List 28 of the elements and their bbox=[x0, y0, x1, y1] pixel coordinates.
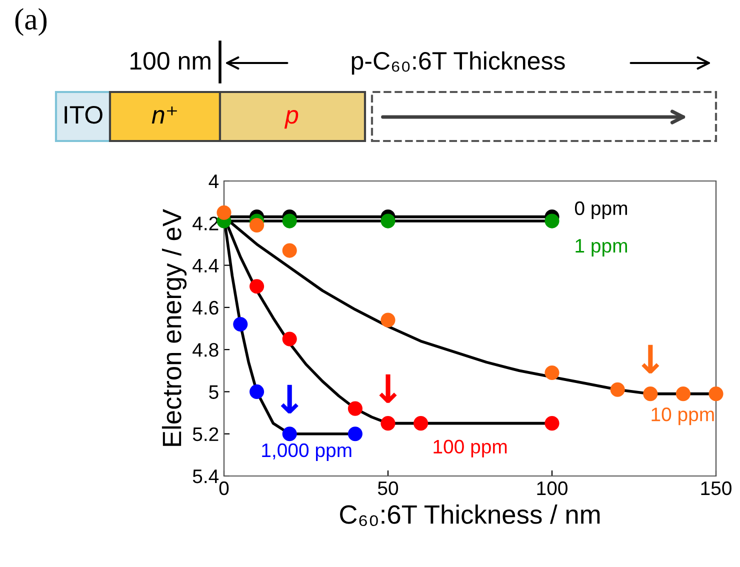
series-label: 10 ppm bbox=[652, 407, 714, 426]
y-tick-label: 5.4 bbox=[192, 470, 219, 484]
x-tick-label: 100 bbox=[537, 481, 568, 496]
series-label: 1,000 ppm bbox=[262, 443, 352, 461]
y-tick-label: 4.6 bbox=[192, 300, 218, 315]
text: ITO bbox=[64, 106, 102, 124]
x-tick-label: 150 bbox=[701, 481, 732, 496]
annotation: ↓ bbox=[642, 344, 660, 374]
y-tick-label: 5 bbox=[209, 385, 218, 399]
text: n⁺ bbox=[152, 106, 177, 124]
y-tick-label: 4 bbox=[208, 174, 219, 188]
annotation: ↓ bbox=[280, 384, 298, 414]
x-axis-title: C₆₀:6T Thickness / nm bbox=[340, 504, 600, 526]
x-tick-label: 50 bbox=[378, 481, 398, 496]
y-tick-label: 4.8 bbox=[192, 343, 218, 357]
y-tick-label: 4.4 bbox=[192, 258, 219, 272]
y-tick-label: 5.2 bbox=[192, 427, 218, 442]
y-axis-title: Electron energy / eV bbox=[162, 209, 187, 446]
series-label: 0 ppm bbox=[574, 201, 627, 219]
annotation: ↓ bbox=[379, 374, 397, 403]
series-label: 1 ppm bbox=[576, 239, 627, 256]
text: p-C₆₀:6T Thickness bbox=[352, 51, 565, 75]
text: 100 nm bbox=[130, 52, 210, 70]
text: p bbox=[284, 110, 298, 129]
series-label: 100 ppm bbox=[434, 440, 507, 458]
chart-title: (a) bbox=[15, 8, 47, 36]
x-tick-label: 0 bbox=[219, 481, 229, 496]
y-tick-label: 4.2 bbox=[192, 216, 218, 230]
